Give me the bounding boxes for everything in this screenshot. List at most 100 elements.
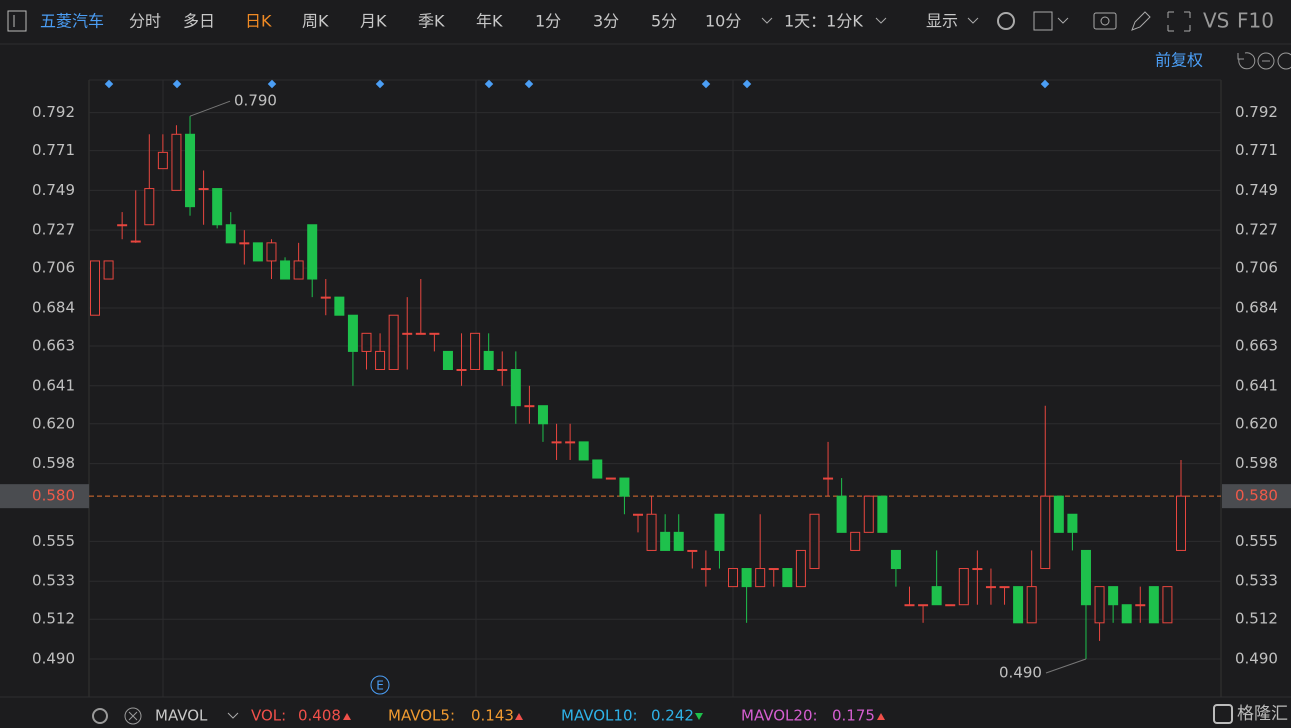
event-diamond[interactable]	[104, 79, 114, 89]
candle-body	[144, 188, 155, 226]
indicator-label: VOL:	[251, 707, 286, 725]
indicator-close-x	[128, 711, 138, 721]
candle-body	[1067, 513, 1078, 533]
chevron	[227, 712, 239, 719]
y-tick-label: 0.490	[32, 650, 75, 668]
y-tick-label: 0.684	[32, 298, 75, 316]
y2-tick-label: 0.792	[1235, 103, 1278, 121]
y-tick-label: 0.792	[32, 103, 75, 121]
candle-body	[212, 188, 223, 226]
zoom-in-icon[interactable]	[1277, 52, 1291, 70]
f10-button[interactable]: F10	[1237, 9, 1274, 33]
candle-body	[931, 586, 942, 606]
candle-body	[836, 495, 847, 533]
candle-body	[334, 296, 345, 316]
candle-body	[375, 350, 386, 371]
candle-body	[347, 314, 358, 352]
candle-body	[1121, 604, 1132, 624]
event-diamond[interactable]	[267, 79, 277, 89]
indicator-arrow	[343, 713, 351, 720]
period-tab[interactable]: 周K	[302, 12, 329, 31]
candle-body	[524, 405, 535, 408]
candle-body	[1013, 586, 1024, 624]
candle-body	[687, 549, 698, 552]
candle-body	[700, 568, 711, 571]
candle-body	[117, 224, 128, 227]
camera-lens	[1100, 16, 1110, 26]
candle-body	[850, 531, 861, 551]
period-tab[interactable]: 分时	[129, 12, 161, 31]
event-diamond[interactable]	[172, 79, 182, 89]
settings-icon[interactable]	[997, 12, 1015, 30]
candle-body	[1108, 586, 1119, 606]
candle-body	[823, 477, 834, 480]
period-tab[interactable]: 3分	[593, 12, 619, 31]
vs-button[interactable]: VS	[1203, 9, 1229, 33]
event-diamond[interactable]	[375, 79, 385, 89]
period-tab[interactable]: 季K	[418, 12, 445, 31]
annotation-label: 0.490	[999, 664, 1042, 682]
chevron	[967, 17, 979, 24]
candle-body	[728, 568, 739, 588]
candle-body	[863, 495, 874, 533]
y-tick-label: 0.771	[32, 141, 75, 159]
period-tab[interactable]: 多日	[183, 12, 215, 31]
box-icon[interactable]	[1033, 11, 1053, 31]
y2-tick-label: 0.706	[1235, 259, 1278, 277]
candle-body	[619, 477, 630, 497]
candle-body	[551, 441, 562, 444]
event-diamond[interactable]	[484, 79, 494, 89]
indicator-name[interactable]: MAVOL	[155, 707, 208, 725]
candle-body	[999, 586, 1010, 589]
candle-body	[185, 133, 196, 208]
candle-body	[1135, 604, 1146, 607]
period-tab[interactable]: 1分	[535, 12, 561, 31]
candle-body	[768, 568, 779, 571]
indicator-label: MAVOL10:	[561, 707, 638, 725]
period-select[interactable]: 1天：1分K	[784, 12, 863, 31]
candle-body	[1026, 586, 1037, 624]
pen-icon[interactable]	[1131, 11, 1151, 31]
period-tab[interactable]: 年K	[476, 12, 503, 31]
candle-body	[293, 260, 304, 280]
watermark: 格隆汇	[1237, 704, 1288, 724]
sidebar-icon[interactable]	[7, 10, 27, 32]
event-marker[interactable]	[370, 675, 390, 695]
zoom-out-icon[interactable]	[1257, 52, 1275, 70]
indicator-settings[interactable]	[92, 708, 108, 724]
indicator-close[interactable]	[124, 707, 142, 725]
candle-body	[809, 513, 820, 570]
period-tab[interactable]: 5分	[651, 12, 677, 31]
indicator-label: MAVOL20:	[741, 707, 818, 725]
candle-body	[1080, 549, 1091, 606]
indicator-values: VOL: 0.408 MAVOL5: 0.143 MAVOL10: 0.242 MAVOL2…	[251, 707, 885, 725]
candle-body	[782, 568, 793, 588]
candle-body	[103, 260, 114, 280]
adjust-button[interactable]: 前复权	[1155, 51, 1203, 70]
y2-tick-label: 0.512	[1235, 610, 1278, 628]
period-tab[interactable]: 月K	[360, 12, 387, 31]
candle-body	[714, 513, 725, 551]
candle-body	[456, 369, 467, 372]
display-menu[interactable]: 显示	[926, 12, 958, 31]
camera-icon[interactable]	[1093, 12, 1117, 30]
watermark-logo	[1213, 704, 1233, 724]
candle-body	[130, 240, 141, 243]
candle-body	[252, 242, 263, 262]
plot: 0.792 0.792 0.771 0.771 0.749 0.749 0.727 0.727…	[0, 79, 1291, 697]
y-tick-label: 0.512	[32, 610, 75, 628]
undo-icon[interactable]	[1237, 52, 1256, 70]
period-tab[interactable]: 10分	[705, 12, 741, 31]
y2-tick-label: 0.490	[1235, 650, 1278, 668]
y2-tick-label: 0.555	[1235, 532, 1278, 550]
indicator-arrow	[877, 713, 885, 720]
period-tab[interactable]: 日K	[245, 12, 272, 31]
indicator-arrow	[515, 713, 523, 720]
candle-body	[198, 188, 209, 191]
fullscreen-icon[interactable]	[1167, 11, 1191, 32]
candle-body	[918, 604, 929, 607]
indicator-value: 0.175	[832, 707, 875, 725]
y-tick-label: 0.749	[32, 181, 75, 199]
y2-tick-label: 0.749	[1235, 181, 1278, 199]
stock-name[interactable]: 五菱汽车	[40, 12, 104, 31]
